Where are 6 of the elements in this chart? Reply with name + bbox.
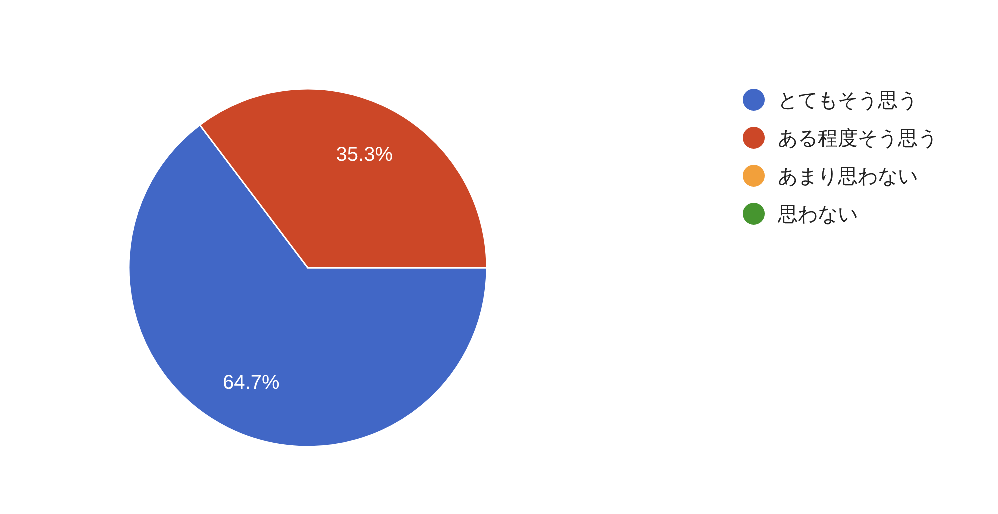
legend-label: とてもそう思う xyxy=(778,90,918,112)
data-label: 64.7% xyxy=(223,372,280,394)
legend-label: 思わない xyxy=(777,204,858,226)
legend-label: あまり思わない xyxy=(778,166,918,188)
data-label: 35.3% xyxy=(336,144,394,166)
legend-label: ある程度そう思う xyxy=(778,128,938,150)
